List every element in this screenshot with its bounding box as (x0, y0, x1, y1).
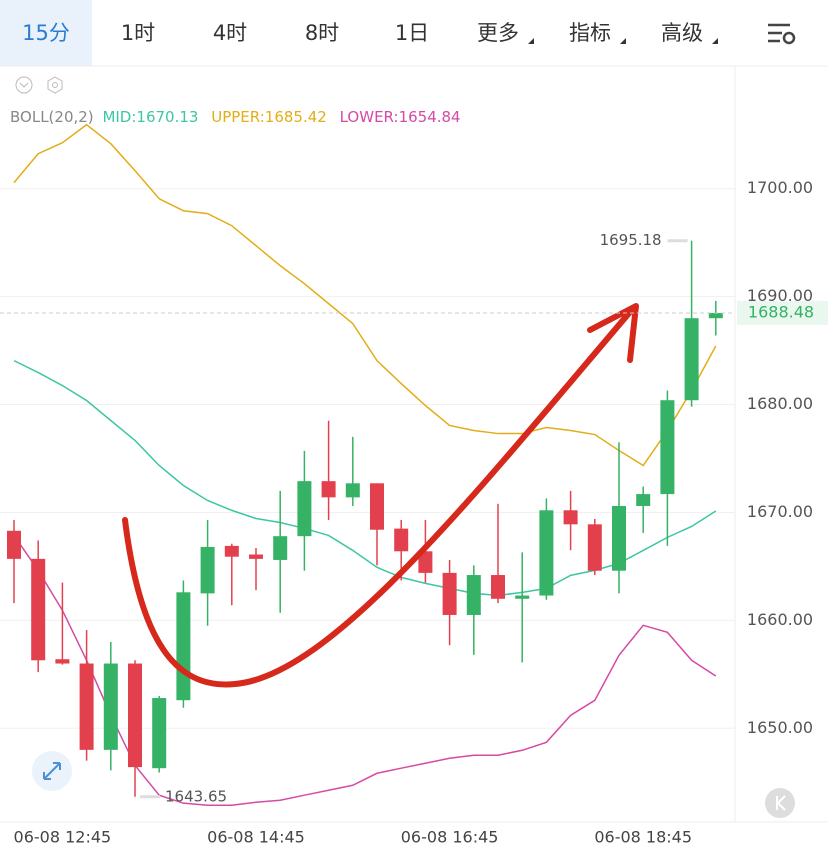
dropdown-arrow (620, 38, 626, 44)
candle-body (200, 546, 215, 594)
boll-line (13, 359, 717, 597)
settings-icon[interactable] (768, 23, 796, 45)
y-tick-label: 1700.00 (747, 178, 813, 197)
legend-value: 1685.42 (265, 108, 327, 126)
boll-line (13, 535, 717, 806)
candle-body (418, 551, 433, 573)
dropdown-arrow (712, 38, 718, 44)
candle-body (128, 663, 142, 768)
candle-body (224, 545, 239, 557)
legend-name: MID: (102, 108, 136, 126)
current-price-box (737, 301, 828, 326)
tab-selected-bg (0, 0, 92, 66)
legend-value: 1654.84 (399, 108, 461, 126)
x-tick-label: 06-08 14:45 (207, 828, 305, 847)
candle-body (466, 575, 481, 615)
candle-body (442, 572, 457, 615)
legend-name: LOWER: (340, 108, 399, 126)
candle-body (587, 524, 602, 571)
x-tick-label: 06-08 16:45 (401, 828, 499, 847)
candle-body (55, 659, 70, 664)
candle-body (660, 400, 675, 495)
collapse-icon[interactable] (15, 76, 33, 94)
indicator-name: BOLL(20,2) (10, 108, 94, 126)
candle-body (103, 663, 118, 750)
tab[interactable]: 指标 (569, 21, 611, 45)
y-tick-label: 1670.00 (747, 502, 813, 521)
indicator-legend: BOLL(20,2) MID:1670.13 UPPER:1685.42 LOW… (10, 108, 461, 126)
collapse-chevron (19, 82, 29, 88)
candle-body (708, 313, 723, 319)
candle-body (636, 494, 651, 506)
tab[interactable]: 1日 (395, 21, 429, 45)
tab[interactable]: 更多 (477, 21, 519, 45)
candle-body (152, 698, 167, 769)
high-label: 1695.18 (600, 231, 662, 249)
candle-body (539, 510, 554, 596)
overlay: 1650.00 1660.00 1670.00 1680.00 1690.00 1700.… (0, 178, 828, 847)
x-tick-label: 06-08 18:45 (594, 828, 692, 847)
trend-arrow (122, 309, 633, 688)
boll-line (13, 123, 717, 467)
x-tick-label: 06-08 12:45 (14, 828, 112, 847)
tab[interactable]: 1时 (121, 21, 155, 45)
candle-body (612, 505, 626, 571)
tab-bar (0, 0, 828, 66)
tab[interactable]: 高级 (661, 21, 703, 45)
candle-body (345, 483, 360, 498)
scroll-end-icon (776, 795, 786, 811)
y-tick-label: 1660.00 (747, 610, 813, 629)
current-price-label: 1688.48 (748, 303, 814, 322)
tab[interactable]: 8时 (305, 21, 339, 45)
scroll-end-button[interactable] (765, 788, 795, 818)
low-label: 1643.65 (165, 787, 227, 805)
tab[interactable]: 4时 (213, 21, 247, 45)
trend-arrowhead (587, 303, 639, 363)
candle-body (491, 575, 505, 599)
candle-body (321, 481, 336, 498)
candle-body (394, 528, 409, 552)
candle-body (273, 536, 288, 560)
y-tick-label: 1690.00 (747, 286, 813, 305)
dropdown-arrow (528, 38, 534, 44)
tab[interactable]: 15分 (22, 21, 70, 45)
candle-body (370, 483, 384, 530)
y-tick-label: 1680.00 (747, 394, 813, 413)
candle-body (249, 554, 263, 559)
candles (7, 240, 723, 797)
boll-lines (13, 123, 717, 806)
candle-body (176, 592, 191, 701)
candle-body (684, 318, 699, 401)
candle-body (515, 595, 530, 599)
expand-icon (43, 762, 61, 780)
indicator-settings-dot (52, 82, 58, 88)
indicator-settings-icon[interactable] (47, 76, 63, 94)
candle-body (79, 663, 94, 750)
candle-body (297, 481, 312, 537)
candle-body (7, 530, 21, 559)
y-tick-label: 1650.00 (747, 718, 813, 737)
legend-name: UPPER: (211, 108, 265, 126)
candle-body (31, 558, 46, 661)
legend-value: 1670.13 (136, 108, 198, 126)
candle-body (563, 510, 578, 525)
